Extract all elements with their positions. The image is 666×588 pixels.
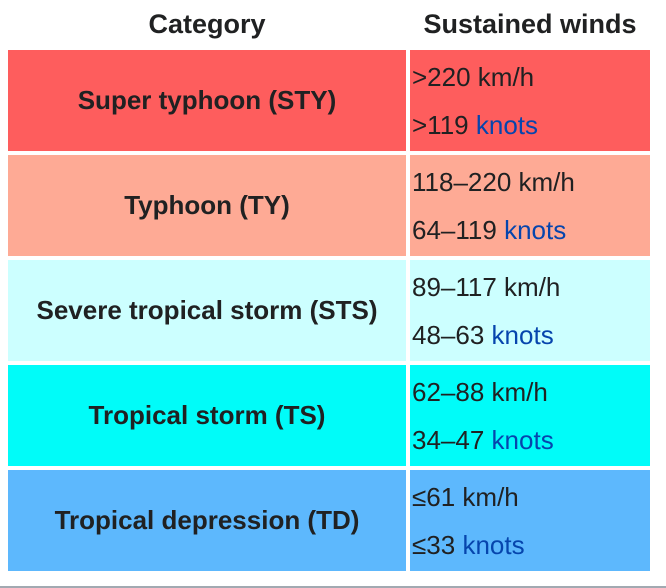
- table-row-sts: Severe tropical storm (STS) 89–117 km/h …: [8, 260, 650, 361]
- knots-link[interactable]: knots: [491, 319, 554, 350]
- table-row-ty: Typhoon (TY) 118–220 km/h 64–119 knots: [8, 155, 650, 256]
- table-row-ts: Tropical storm (TS) 62–88 km/h 34–47 kno…: [8, 365, 650, 466]
- knots-line: 34–47 knots: [412, 416, 650, 464]
- category-cell: Typhoon (TY): [8, 155, 406, 256]
- bottom-divider: [0, 586, 666, 588]
- winds-cell: 118–220 km/h 64–119 knots: [410, 155, 650, 256]
- knots-value: 48–63: [412, 319, 485, 350]
- knots-line: 48–63 knots: [412, 311, 650, 359]
- knots-value: 64–119: [412, 214, 497, 245]
- header-row: Category Sustained winds: [8, 2, 650, 46]
- winds-cell: >220 km/h >119 knots: [410, 50, 650, 151]
- category-cell: Super typhoon (STY): [8, 50, 406, 151]
- knots-line: >119 knots: [412, 101, 650, 149]
- category-cell: Tropical storm (TS): [8, 365, 406, 466]
- knots-line: 64–119 knots: [412, 206, 650, 254]
- category-cell: Severe tropical storm (STS): [8, 260, 406, 361]
- winds-cell: 62–88 km/h 34–47 knots: [410, 365, 650, 466]
- table-row-sty: Super typhoon (STY) >220 km/h >119 knots: [8, 50, 650, 151]
- kmh-value: ≤61 km/h: [412, 481, 519, 512]
- kmh-value: 118–220 km/h: [412, 166, 575, 197]
- knots-link[interactable]: knots: [475, 109, 539, 140]
- knots-link[interactable]: knots: [491, 424, 554, 455]
- knots-line: ≤33 knots: [412, 521, 650, 569]
- category-cell: Tropical depression (TD): [8, 470, 406, 571]
- kmh-value: 89–117 km/h: [412, 271, 561, 302]
- knots-value: 34–47: [412, 424, 485, 455]
- knots-value: ≤33: [412, 529, 456, 560]
- category-header: Category: [148, 8, 266, 39]
- knots-link[interactable]: knots: [504, 214, 567, 245]
- knots-value: >119: [412, 109, 469, 140]
- sustained-winds-header: Sustained winds: [423, 8, 637, 39]
- winds-cell: ≤61 km/h ≤33 knots: [410, 470, 650, 571]
- typhoon-category-table: Category Sustained winds Super typhoon (…: [4, 0, 654, 575]
- knots-link[interactable]: knots: [462, 529, 525, 560]
- kmh-value: >220 km/h: [412, 61, 535, 92]
- kmh-value: 62–88 km/h: [412, 376, 548, 407]
- table-row-td: Tropical depression (TD) ≤61 km/h ≤33 kn…: [8, 470, 650, 571]
- winds-cell: 89–117 km/h 48–63 knots: [410, 260, 650, 361]
